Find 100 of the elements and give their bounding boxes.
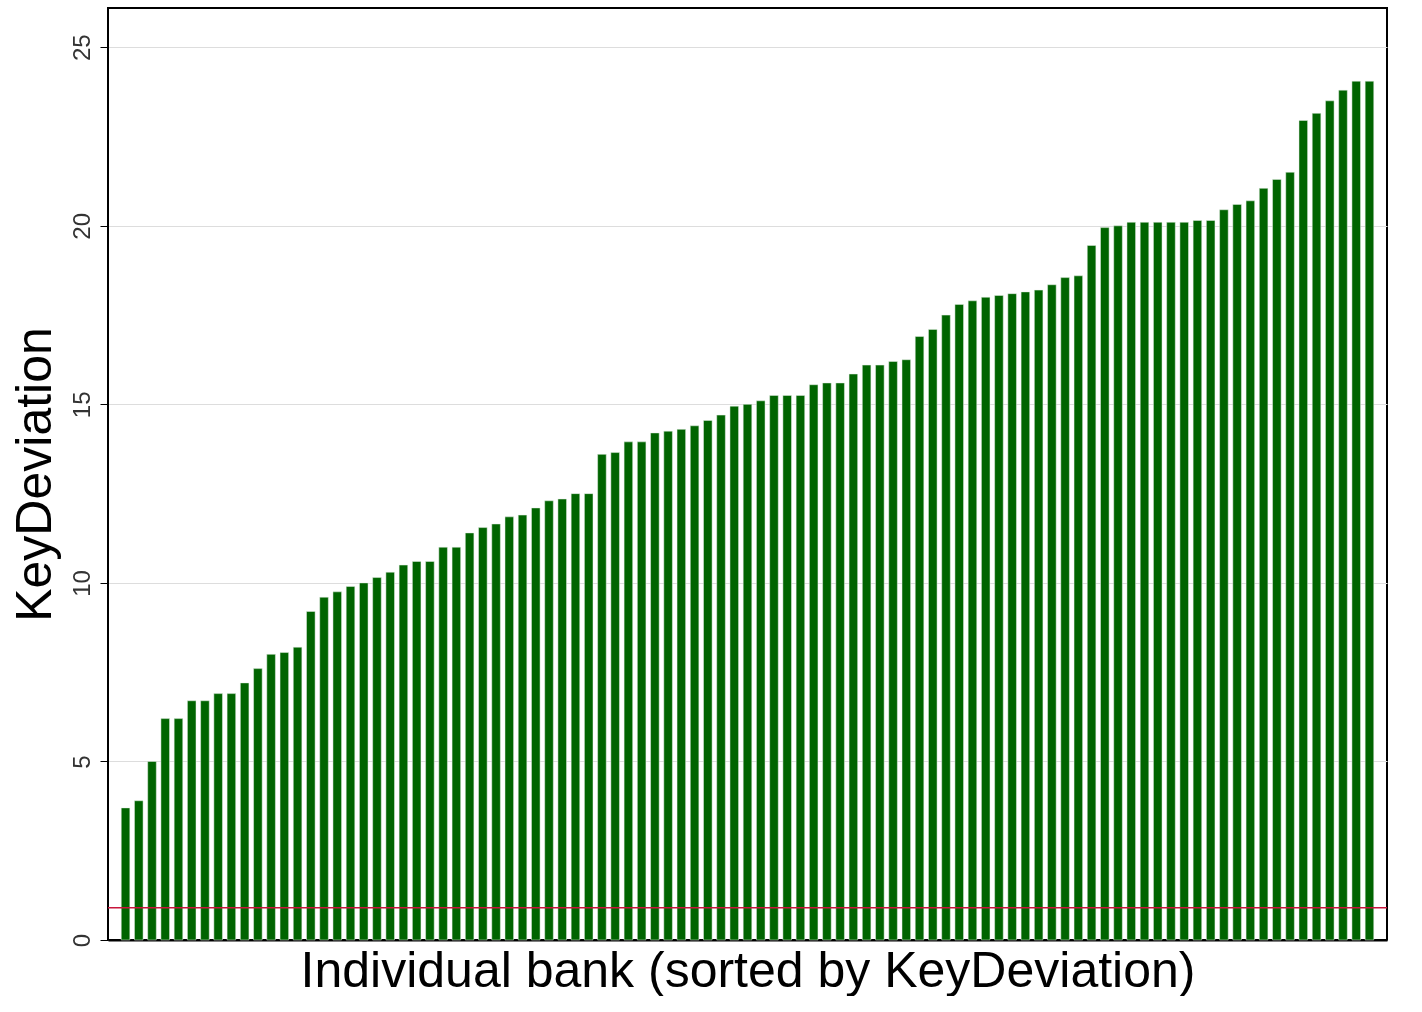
bar — [650, 432, 660, 941]
y-tick-label: 5 — [67, 755, 95, 769]
bar — [1126, 222, 1136, 941]
bar — [187, 700, 197, 941]
bar — [994, 295, 1004, 941]
bar — [345, 586, 356, 941]
bar — [425, 561, 435, 941]
bar — [1285, 172, 1295, 941]
bar — [306, 611, 316, 941]
bar — [1325, 100, 1335, 941]
bar — [848, 373, 858, 941]
bar — [332, 591, 342, 941]
bar — [160, 718, 170, 941]
bar — [822, 382, 832, 941]
bar — [1272, 179, 1282, 941]
bar — [1192, 220, 1202, 941]
bar — [1219, 209, 1229, 941]
bar — [200, 700, 210, 941]
bar — [782, 395, 792, 941]
bar — [412, 561, 422, 941]
bar — [478, 527, 488, 941]
bar — [1351, 80, 1361, 941]
bar — [1259, 188, 1269, 941]
bar — [372, 577, 382, 941]
bar — [1232, 204, 1242, 941]
bar — [967, 300, 978, 941]
y-tick-label: 0 — [67, 933, 95, 948]
bar — [1245, 200, 1255, 941]
bar — [769, 395, 779, 941]
bar — [266, 654, 276, 941]
bar — [981, 296, 991, 941]
bar — [319, 596, 329, 941]
bar — [147, 761, 157, 941]
bar — [875, 364, 885, 941]
bar — [703, 420, 713, 941]
bar — [465, 532, 475, 941]
bar — [941, 314, 951, 941]
bar — [610, 452, 620, 941]
bar — [531, 507, 541, 941]
bar — [901, 359, 911, 941]
bar — [544, 500, 554, 941]
bar — [1020, 291, 1030, 941]
bar — [1338, 89, 1348, 941]
bar — [1087, 245, 1097, 941]
bar — [293, 646, 303, 941]
bar — [663, 430, 673, 941]
bar — [385, 571, 395, 941]
bar — [795, 395, 805, 941]
bar — [914, 336, 925, 941]
bar — [134, 800, 144, 941]
bar — [1166, 222, 1176, 941]
bar — [729, 405, 739, 941]
bar — [637, 441, 647, 941]
bar — [570, 493, 581, 941]
bar — [1034, 289, 1044, 941]
bar — [742, 404, 753, 941]
bar — [1364, 80, 1375, 941]
bar — [226, 693, 236, 941]
bar — [1179, 222, 1189, 941]
bar — [584, 493, 594, 941]
bar — [623, 441, 633, 941]
bar — [1311, 113, 1322, 941]
bar — [557, 498, 567, 941]
bar — [716, 414, 726, 941]
bar — [1113, 225, 1123, 941]
bar — [1139, 222, 1150, 941]
bar — [173, 718, 184, 941]
bar — [253, 668, 263, 941]
bar — [756, 400, 766, 941]
bar — [1153, 222, 1163, 941]
bar — [398, 564, 408, 941]
bar — [690, 425, 700, 941]
bar — [491, 523, 501, 941]
bar — [120, 807, 131, 941]
y-tick-label: 15 — [67, 391, 95, 419]
y-tick-label: 20 — [67, 212, 95, 240]
bar — [359, 582, 369, 941]
bar — [517, 514, 528, 941]
bar — [954, 304, 964, 941]
bar — [451, 546, 461, 941]
bar — [1298, 120, 1308, 941]
bar — [1060, 277, 1070, 941]
bar — [213, 693, 223, 941]
y-axis-title: KeyDeviation — [5, 327, 62, 622]
bar — [888, 361, 898, 941]
bar — [1073, 275, 1083, 941]
y-tick-label: 10 — [67, 570, 95, 597]
bar — [928, 329, 938, 941]
bar — [862, 364, 872, 941]
y-tick-label: 25 — [67, 34, 95, 62]
bar — [597, 454, 607, 941]
bar — [809, 384, 819, 941]
bar — [1100, 227, 1110, 941]
bar — [1047, 284, 1057, 941]
bar — [1007, 293, 1017, 941]
bar — [676, 429, 686, 941]
bar — [504, 516, 514, 941]
bar — [1206, 220, 1216, 941]
bar — [240, 682, 250, 941]
bar — [438, 546, 448, 941]
